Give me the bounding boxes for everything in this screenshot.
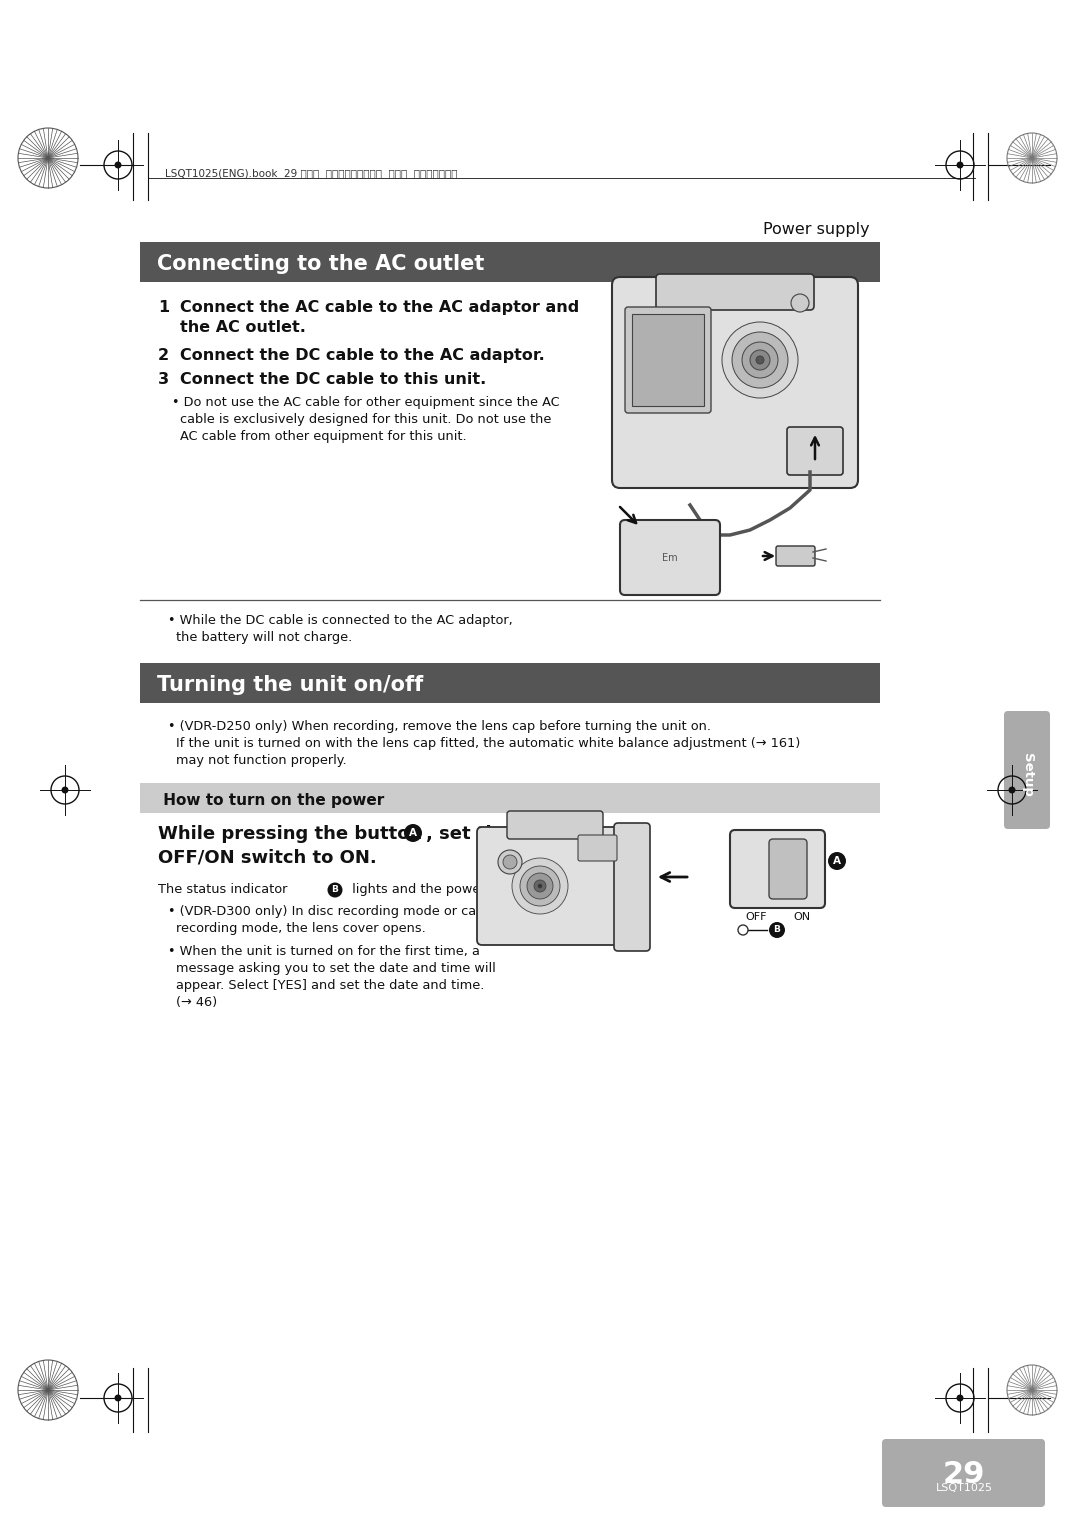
Text: 29: 29 — [943, 1459, 985, 1488]
Text: appear. Select [YES] and set the date and time.: appear. Select [YES] and set the date an… — [176, 979, 484, 992]
Circle shape — [498, 850, 522, 874]
Circle shape — [538, 885, 542, 888]
Circle shape — [756, 356, 764, 364]
Circle shape — [327, 883, 342, 897]
Bar — [140, 782, 880, 813]
Text: (→ 46): (→ 46) — [176, 996, 217, 1008]
FancyBboxPatch shape — [578, 834, 617, 860]
Circle shape — [62, 787, 68, 793]
Text: Setup: Setup — [1021, 753, 1034, 798]
FancyBboxPatch shape — [632, 313, 704, 406]
Circle shape — [114, 1395, 121, 1401]
FancyBboxPatch shape — [615, 824, 650, 950]
FancyBboxPatch shape — [769, 839, 807, 898]
Circle shape — [114, 162, 121, 168]
Text: Turning the unit on/off: Turning the unit on/off — [157, 675, 423, 695]
Text: 3: 3 — [158, 371, 170, 387]
FancyBboxPatch shape — [1004, 711, 1050, 830]
Text: B: B — [773, 926, 781, 935]
Text: may not function properly.: may not function properly. — [176, 753, 347, 767]
Circle shape — [738, 924, 748, 935]
Circle shape — [503, 856, 517, 869]
FancyBboxPatch shape — [656, 274, 814, 310]
Circle shape — [723, 322, 798, 397]
Text: While pressing the button: While pressing the button — [158, 825, 429, 843]
Text: • When the unit is turned on for the first time, a: • When the unit is turned on for the fir… — [168, 944, 480, 958]
Text: The status indicator: The status indicator — [158, 883, 292, 895]
FancyBboxPatch shape — [507, 811, 603, 839]
Text: Connect the DC cable to this unit.: Connect the DC cable to this unit. — [180, 371, 486, 387]
Text: , set the: , set the — [426, 825, 511, 843]
Circle shape — [1009, 787, 1015, 793]
FancyBboxPatch shape — [730, 830, 825, 908]
FancyBboxPatch shape — [777, 545, 815, 565]
Bar — [140, 241, 880, 283]
Text: How to turn on the power: How to turn on the power — [158, 793, 384, 808]
Text: A: A — [833, 856, 841, 866]
FancyBboxPatch shape — [612, 277, 858, 487]
Text: cable is exclusively designed for this unit. Do not use the: cable is exclusively designed for this u… — [180, 413, 552, 426]
Text: Connecting to the AC outlet: Connecting to the AC outlet — [157, 254, 484, 274]
FancyBboxPatch shape — [620, 520, 720, 594]
Text: • Do not use the AC cable for other equipment since the AC: • Do not use the AC cable for other equi… — [172, 396, 559, 410]
Circle shape — [527, 872, 553, 898]
Text: message asking you to set the date and time will: message asking you to set the date and t… — [176, 963, 496, 975]
Circle shape — [750, 350, 770, 370]
Text: If the unit is turned on with the lens cap fitted, the automatic white balance a: If the unit is turned on with the lens c… — [176, 736, 800, 750]
Circle shape — [791, 293, 809, 312]
Bar — [140, 663, 880, 703]
Text: LSQT1025: LSQT1025 — [935, 1484, 993, 1493]
Text: ON: ON — [793, 912, 810, 921]
Text: OFF: OFF — [745, 912, 767, 921]
Text: lights and the power turns on.: lights and the power turns on. — [348, 883, 548, 895]
FancyBboxPatch shape — [625, 307, 711, 413]
FancyBboxPatch shape — [477, 827, 625, 944]
Text: Em: Em — [662, 553, 678, 562]
Text: Power supply: Power supply — [764, 222, 870, 237]
Circle shape — [742, 342, 778, 377]
Circle shape — [534, 880, 546, 892]
Text: recording mode, the lens cover opens.: recording mode, the lens cover opens. — [176, 921, 426, 935]
Circle shape — [957, 1395, 963, 1401]
Circle shape — [512, 859, 568, 914]
Text: OFF/ON switch to ON.: OFF/ON switch to ON. — [158, 850, 377, 866]
Text: the AC outlet.: the AC outlet. — [180, 319, 306, 335]
Text: • (VDR-D250 only) When recording, remove the lens cap before turning the unit on: • (VDR-D250 only) When recording, remove… — [168, 720, 711, 733]
Text: 1: 1 — [158, 299, 170, 315]
Text: 2: 2 — [158, 348, 170, 364]
Text: AC cable from other equipment for this unit.: AC cable from other equipment for this u… — [180, 429, 467, 443]
FancyBboxPatch shape — [882, 1439, 1045, 1507]
Circle shape — [769, 921, 785, 938]
Circle shape — [519, 866, 561, 906]
Text: Connect the AC cable to the AC adaptor and: Connect the AC cable to the AC adaptor a… — [180, 299, 579, 315]
Circle shape — [732, 332, 788, 388]
Text: B: B — [332, 886, 338, 894]
Circle shape — [957, 162, 963, 168]
Circle shape — [404, 824, 422, 842]
Text: Connect the DC cable to the AC adaptor.: Connect the DC cable to the AC adaptor. — [180, 348, 544, 364]
FancyBboxPatch shape — [787, 426, 843, 475]
Text: the battery will not charge.: the battery will not charge. — [176, 631, 352, 643]
Text: LSQT1025(ENG).book  29 ページ  ２００６年２月４日  土曜日  午後６時１０分: LSQT1025(ENG).book 29 ページ ２００６年２月４日 土曜日 … — [165, 168, 458, 177]
Circle shape — [828, 853, 846, 869]
Text: • While the DC cable is connected to the AC adaptor,: • While the DC cable is connected to the… — [168, 614, 513, 626]
Text: A: A — [409, 828, 417, 837]
Text: • (VDR-D300 only) In disc recording mode or card: • (VDR-D300 only) In disc recording mode… — [168, 905, 489, 918]
